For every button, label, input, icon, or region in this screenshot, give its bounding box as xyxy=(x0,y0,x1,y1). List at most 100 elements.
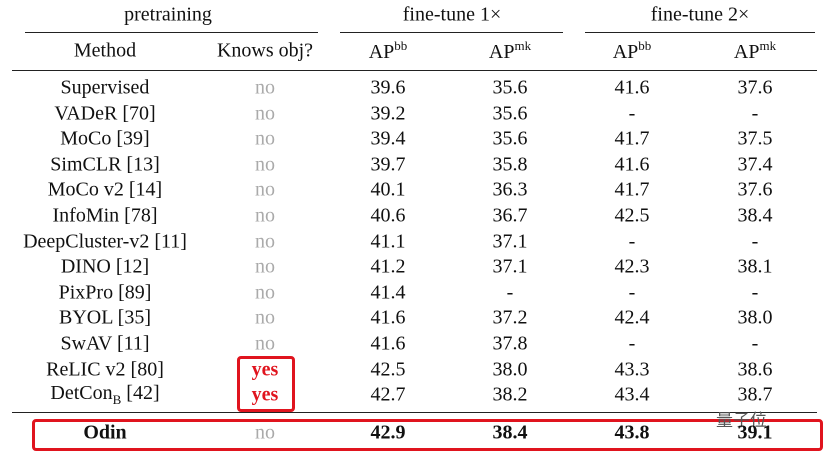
value: 41.6 xyxy=(370,306,406,329)
value: 42.7 xyxy=(370,383,406,406)
knows-obj: no xyxy=(255,306,275,329)
knows-obj: yes xyxy=(251,358,279,381)
method-sub: B xyxy=(112,392,122,408)
column-header: APmk xyxy=(734,38,776,64)
column-header: APbb xyxy=(613,38,652,64)
value: 42.3 xyxy=(614,255,650,278)
value: 39.2 xyxy=(370,102,406,125)
value: 43.8 xyxy=(614,421,650,444)
knows-obj: no xyxy=(255,178,275,201)
value: 37.6 xyxy=(737,76,773,99)
rule xyxy=(25,32,318,33)
method: DINO [12] xyxy=(60,255,150,278)
value: 38.6 xyxy=(737,358,773,381)
value: - xyxy=(506,281,514,304)
value: 35.6 xyxy=(492,127,528,150)
value: 35.6 xyxy=(492,76,528,99)
knows-obj: no xyxy=(255,255,275,278)
value: - xyxy=(751,102,759,125)
value: 41.1 xyxy=(370,230,406,253)
rule xyxy=(585,32,815,33)
value: - xyxy=(751,332,759,355)
value: 38.0 xyxy=(737,306,773,329)
value: 37.5 xyxy=(737,127,773,150)
method: SimCLR [13] xyxy=(50,153,160,176)
value: 38.4 xyxy=(737,204,773,227)
value: - xyxy=(751,281,759,304)
value: - xyxy=(628,102,636,125)
value: 41.7 xyxy=(614,178,650,201)
method: DetConB [42] xyxy=(50,382,159,408)
value: 41.2 xyxy=(370,255,406,278)
value: 39.6 xyxy=(370,76,406,99)
value: 36.7 xyxy=(492,204,528,227)
value: 37.1 xyxy=(492,230,528,253)
value: 40.6 xyxy=(370,204,406,227)
method: Odin xyxy=(83,421,127,444)
knows-obj: no xyxy=(255,153,275,176)
method-suffix: [42] xyxy=(121,382,160,405)
method: MoCo v2 [14] xyxy=(47,178,163,201)
rule xyxy=(12,70,817,71)
method: MoCo [39] xyxy=(60,127,150,150)
value: 38.7 xyxy=(737,383,773,406)
value: 42.5 xyxy=(614,204,650,227)
value: 41.4 xyxy=(370,281,406,304)
method: ReLIC v2 [80] xyxy=(46,358,164,381)
column-header-sup: bb xyxy=(394,38,408,54)
column-header-base: AP xyxy=(368,40,395,63)
method: DeepCluster-v2 [11] xyxy=(23,230,187,253)
method: InfoMin [78] xyxy=(52,204,158,227)
value: 36.3 xyxy=(492,178,528,201)
value: 35.8 xyxy=(492,153,528,176)
knows-obj: no xyxy=(255,102,275,125)
value: 41.6 xyxy=(614,153,650,176)
value: - xyxy=(628,332,636,355)
column-header-sup: bb xyxy=(638,38,652,54)
method: Supervised xyxy=(60,76,150,99)
knows-obj: no xyxy=(255,76,275,99)
value: 42.4 xyxy=(614,306,650,329)
highlight-box xyxy=(237,356,295,412)
method: VADeR [70] xyxy=(54,102,156,125)
knows-obj: no xyxy=(255,204,275,227)
value: 42.9 xyxy=(370,421,406,444)
column-header: APmk xyxy=(489,38,531,64)
column-header: APbb xyxy=(369,38,408,64)
value: - xyxy=(628,230,636,253)
value: 41.6 xyxy=(614,76,650,99)
watermark: 量子位 xyxy=(716,411,767,431)
value: 37.1 xyxy=(492,255,528,278)
value: - xyxy=(751,230,759,253)
group-header: fine-tune 1× xyxy=(402,3,502,26)
value: 41.7 xyxy=(614,127,650,150)
column-header: Knows obj? xyxy=(216,39,314,62)
value: 38.0 xyxy=(492,358,528,381)
column-header-base: AP xyxy=(733,40,760,63)
value: 37.4 xyxy=(737,153,773,176)
value: 37.6 xyxy=(737,178,773,201)
method: BYOL [35] xyxy=(58,306,152,329)
value: 39.7 xyxy=(370,153,406,176)
value: 35.6 xyxy=(492,102,528,125)
column-header-base: AP xyxy=(488,40,515,63)
value: 43.3 xyxy=(614,358,650,381)
column-header-sup: mk xyxy=(514,38,532,54)
value: - xyxy=(628,281,636,304)
knows-obj: no xyxy=(255,127,275,150)
value: 41.6 xyxy=(370,332,406,355)
value: 37.2 xyxy=(492,306,528,329)
value: 39.1 xyxy=(737,421,773,444)
value: 38.4 xyxy=(492,421,528,444)
value: 38.2 xyxy=(492,383,528,406)
knows-obj: no xyxy=(255,230,275,253)
value: 40.1 xyxy=(370,178,406,201)
value: 37.8 xyxy=(492,332,528,355)
group-header: pretraining xyxy=(124,3,212,26)
rule xyxy=(340,32,563,33)
highlight-box xyxy=(32,419,823,451)
knows-obj: no xyxy=(255,332,275,355)
value: 38.1 xyxy=(737,255,773,278)
knows-obj: no xyxy=(255,281,275,304)
